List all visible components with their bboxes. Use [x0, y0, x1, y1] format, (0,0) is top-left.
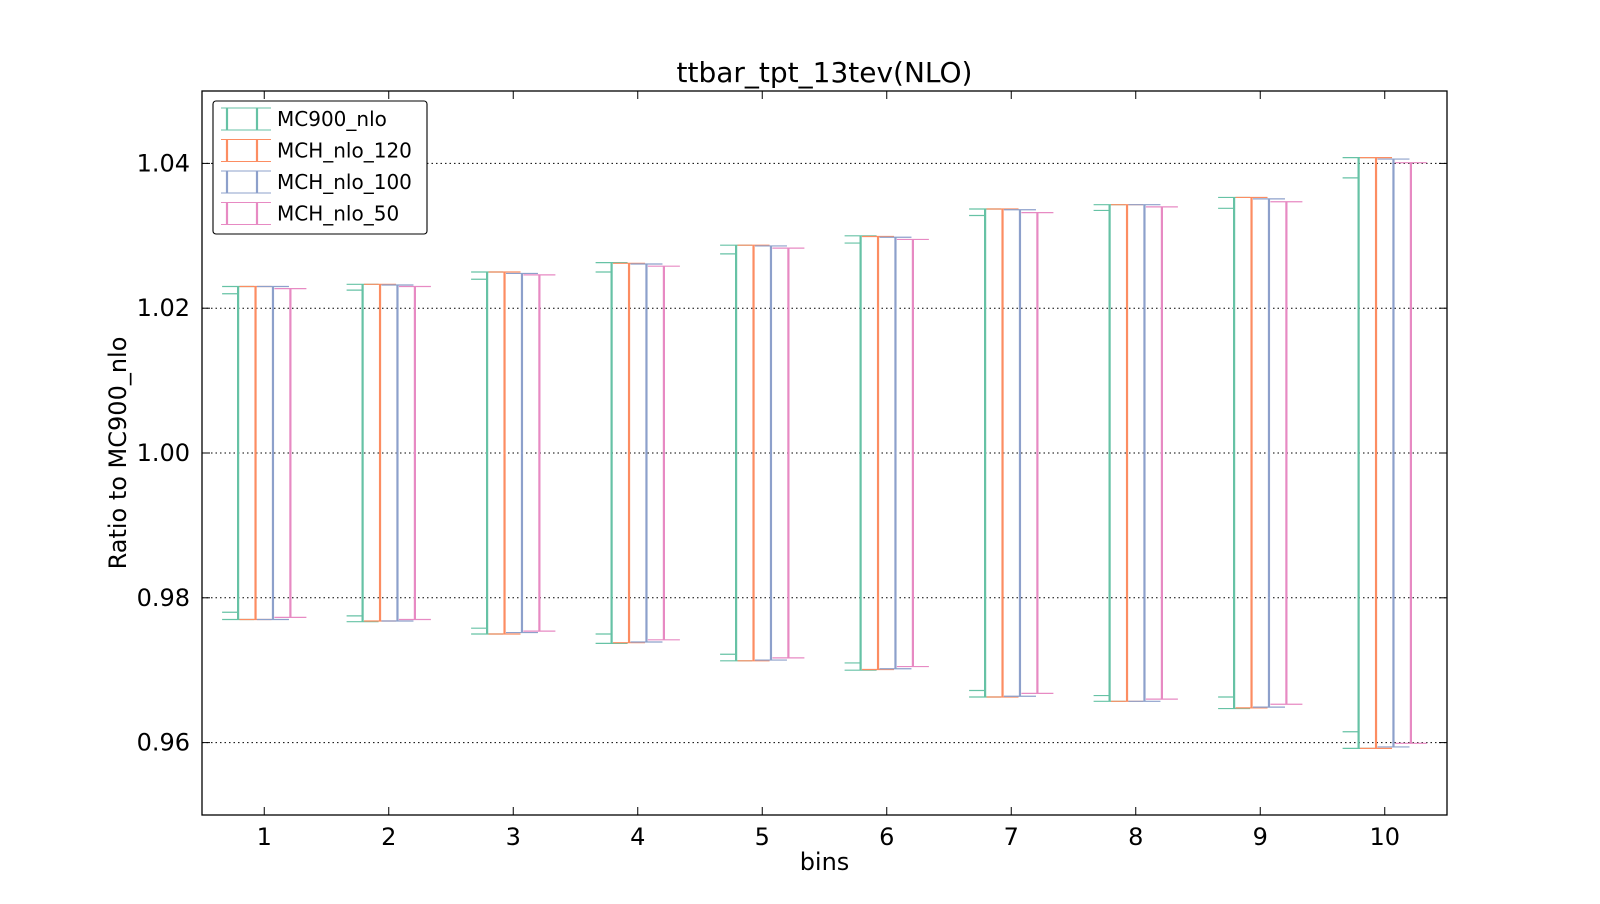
errorbar-MCH_nlo_100-bin-4: [630, 263, 663, 643]
errorbar-MCH_nlo_50-bin-4: [647, 265, 680, 641]
x-tick-label: 8: [1128, 823, 1143, 851]
errorbar-MCH_nlo_100-bin-8: [1128, 204, 1161, 702]
errorbar-MC900_nlo-bin-10: [1342, 157, 1375, 749]
errorbar-MC900_nlo-bin-3: [471, 271, 504, 635]
legend-entry-MC900_nlo: MC900_nlo: [221, 107, 387, 131]
errorbar-MCH_nlo_50-bin-7: [1021, 212, 1054, 694]
x-tick-label: 4: [630, 823, 645, 851]
errorbar-MCH_nlo_100-bin-7: [1003, 209, 1036, 697]
errorbar-MCH_nlo_100-bin-1: [256, 285, 289, 621]
x-tick-label: 6: [879, 823, 894, 851]
x-tick-label: 7: [1004, 823, 1019, 851]
errorbar-MCH_nlo_120-bin-7: [986, 208, 1019, 698]
y-axis-label: Ratio to MC900_nlo: [104, 337, 132, 570]
x-axis-label: bins: [800, 848, 850, 876]
errorbar-MCH_nlo_120-bin-4: [613, 262, 646, 644]
errorbar-MC900_nlo-bin-6: [844, 235, 877, 671]
errorbar-MCH_nlo_50-bin-10: [1394, 162, 1427, 744]
legend: MC900_nlo MCH_nlo_120 MCH_nlo_100 MCH_nlo_5…: [212, 100, 428, 235]
ticks-layer: 0.96 0.98 1.00 1.02 1.04 1 2 3 4 5 6 7 8 9 10: [137, 91, 1447, 851]
errorbar-MC900_nlo-bin-7: [969, 208, 1002, 698]
grid-layer: [202, 162, 1447, 744]
legend-entry-MCH_nlo_120: MCH_nlo_120: [221, 139, 412, 163]
legend-label: MCH_nlo_100: [277, 170, 412, 194]
y-tick-label: 0.96: [137, 729, 190, 757]
y-tick-label: 1.02: [137, 294, 190, 322]
x-tick-label: 1: [257, 823, 272, 851]
errorbar-MC900_nlo-bin-1: [222, 285, 255, 621]
y-tick-label: 0.98: [137, 584, 190, 612]
errorbar-MCH_nlo_100-bin-5: [754, 245, 787, 661]
x-tick-label: 5: [755, 823, 770, 851]
errorbar-MCH_nlo_120-bin-10: [1360, 157, 1393, 749]
y-tick-label: 1.00: [137, 439, 190, 467]
errorbar-MCH_nlo_50-bin-2: [398, 285, 431, 621]
errorbar-MCH_nlo_100-bin-9: [1252, 198, 1285, 708]
errorbars-layer: [222, 157, 1427, 749]
errorbar-MCH_nlo_50-bin-3: [523, 274, 556, 632]
legend-label: MCH_nlo_50: [277, 202, 399, 226]
legend-label: MCH_nlo_120: [277, 139, 412, 163]
legend-label: MC900_nlo: [277, 107, 387, 131]
errorbar-MCH_nlo_120-bin-6: [862, 235, 895, 671]
x-tick-label: 9: [1253, 823, 1268, 851]
errorbar-MC900_nlo-bin-4: [595, 261, 628, 645]
errorbar-MCH_nlo_50-bin-1: [274, 288, 307, 618]
errorbar-MCH_nlo_120-bin-3: [488, 271, 521, 635]
errorbar-MCH_nlo_50-bin-6: [896, 238, 929, 668]
errorbar-MCH_nlo_100-bin-6: [879, 236, 912, 670]
errorbar-MCH_nlo_100-bin-3: [505, 272, 538, 634]
errorbar-MC900_nlo-bin-9: [1218, 196, 1251, 710]
x-tick-label: 3: [506, 823, 521, 851]
errorbar-MCH_nlo_100-bin-10: [1377, 158, 1410, 748]
errorbar-MCH_nlo_50-bin-8: [1145, 206, 1178, 700]
y-tick-label: 1.04: [137, 149, 190, 177]
legend-box: [212, 100, 428, 235]
legend-entry-MCH_nlo_100: MCH_nlo_100: [221, 170, 412, 194]
x-tick-label: 10: [1369, 823, 1400, 851]
errorbar-MCH_nlo_100-bin-2: [381, 284, 414, 622]
legend-entry-MCH_nlo_50: MCH_nlo_50: [221, 202, 399, 226]
errorbar-MCH_nlo_50-bin-9: [1270, 201, 1303, 705]
errorbar-MCH_nlo_50-bin-5: [772, 247, 805, 659]
errorbar-MCH_nlo_120-bin-5: [737, 244, 770, 662]
errorbar-MCH_nlo_120-bin-1: [239, 285, 272, 621]
chart-title: ttbar_tpt_13tev(NLO): [677, 56, 973, 89]
errorbar-MCH_nlo_120-bin-9: [1235, 196, 1268, 709]
x-tick-label: 2: [381, 823, 396, 851]
